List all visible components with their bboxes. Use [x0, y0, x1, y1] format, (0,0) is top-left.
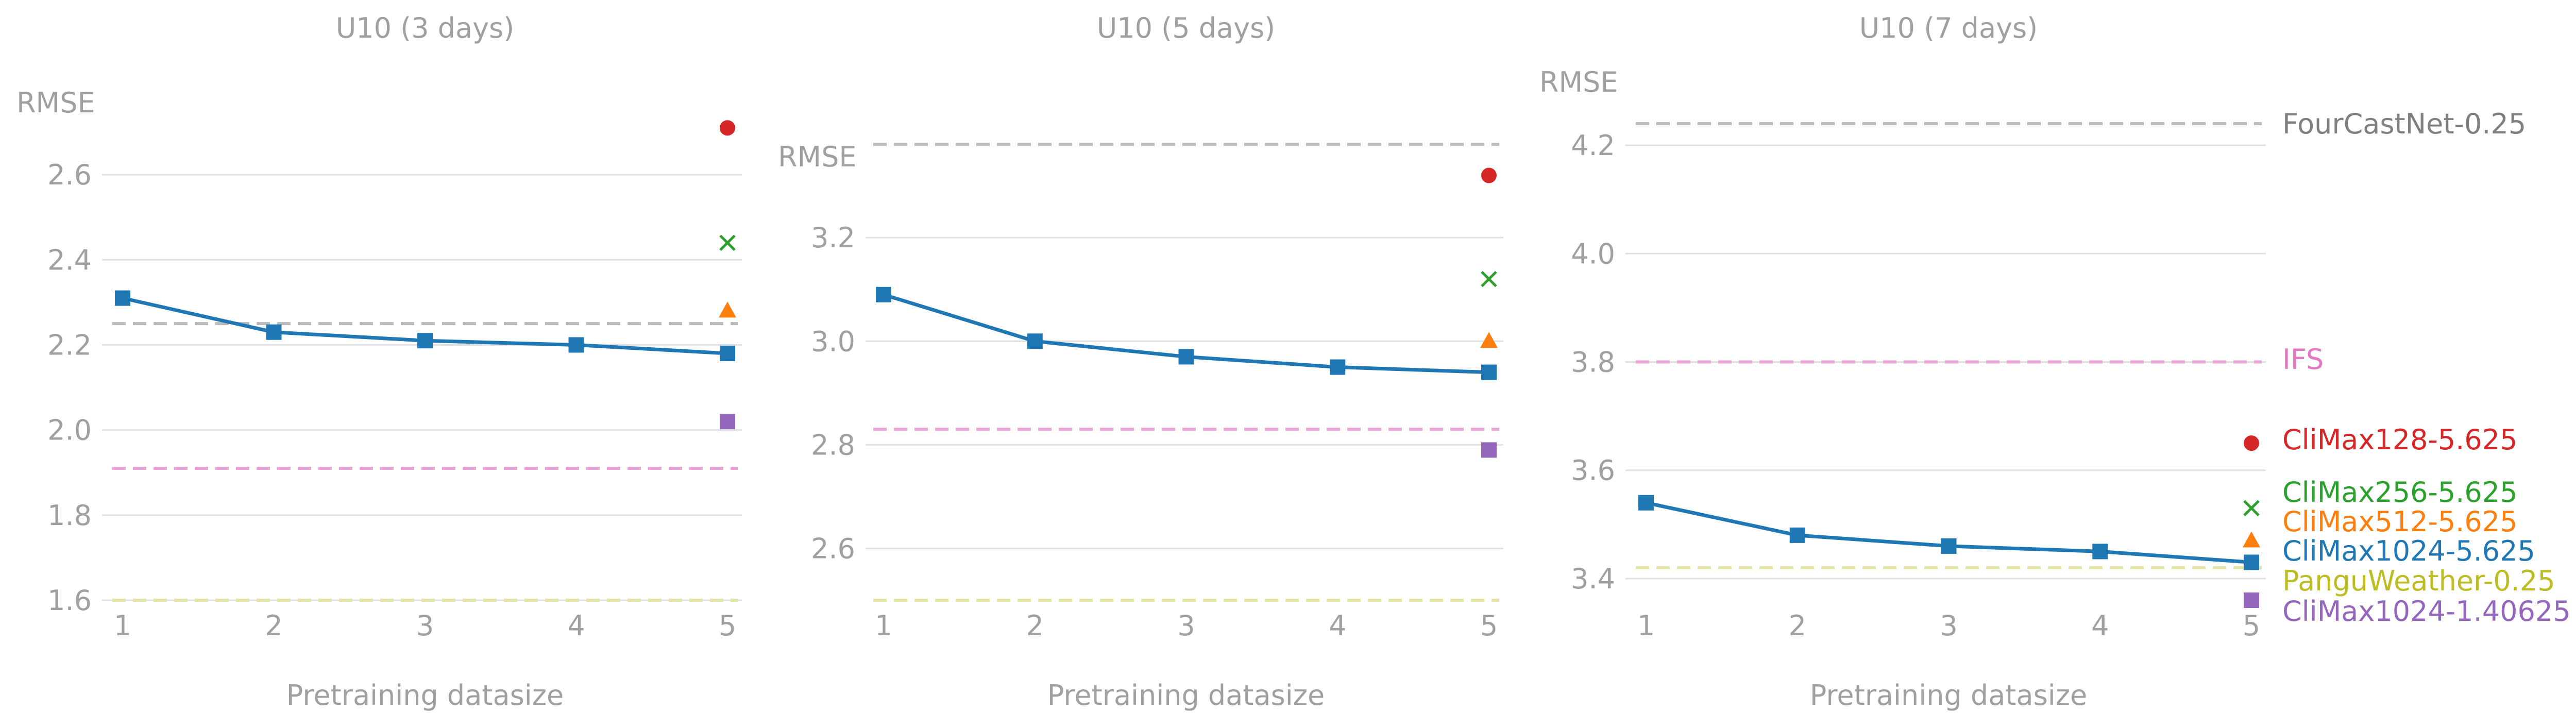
- point-marker: [719, 301, 736, 318]
- series-point: [1638, 495, 1654, 511]
- x-tick-label: 5: [2243, 610, 2260, 642]
- y-tick-label: 2.8: [811, 429, 855, 461]
- series-point: [1941, 538, 1957, 554]
- x-tick-label: 3: [416, 610, 434, 642]
- y-tick-label: 2.4: [47, 244, 92, 276]
- series-point: [1330, 359, 1346, 375]
- point-marker: [720, 414, 735, 430]
- x-tick-label: 4: [1329, 610, 1346, 642]
- x-axis-label: Pretraining datasize: [1047, 679, 1325, 712]
- x-tick-label: 4: [2091, 610, 2109, 642]
- x-axis-label: Pretraining datasize: [286, 679, 564, 712]
- series-point: [1178, 349, 1194, 365]
- chart-panel-1: 1.6 1.8 2.0 2.2 2.4 2.6 1 2 3 4 5 U10 (3 days) RMSE P…: [16, 12, 742, 712]
- legend-entry: CliMax1024-5.625: [2282, 535, 2535, 567]
- legend-entry: CliMax128-5.625: [2282, 424, 2518, 456]
- series-point: [720, 345, 735, 361]
- legend-entry: CliMax512-5.625: [2282, 505, 2518, 538]
- point-marker: [2243, 531, 2260, 548]
- y-tick-label: 1.6: [47, 584, 92, 617]
- y-tick-label: 3.8: [1571, 346, 1615, 379]
- series-point: [266, 324, 282, 340]
- y-tick-label: 3.0: [811, 325, 855, 358]
- y-tick-label: 1.8: [47, 499, 92, 532]
- y-tick-label: 4.0: [1571, 238, 1615, 270]
- series-point: [876, 286, 891, 302]
- x-axis-label: Pretraining datasize: [1810, 679, 2088, 712]
- chart-title: U10 (3 days): [336, 12, 515, 44]
- x-tick-label: 3: [1177, 610, 1195, 642]
- legend: FourCastNet-0.25 IFS CliMax128-5.625 CliMax…: [2282, 108, 2571, 628]
- x-tick-label: 4: [567, 610, 585, 642]
- y-tick-label: 2.0: [47, 414, 92, 447]
- series-point: [568, 337, 584, 353]
- point-marker: [2244, 435, 2259, 451]
- series-point: [2244, 554, 2259, 570]
- legend-entry: PanguWeather-0.25: [2282, 565, 2555, 597]
- series-point: [2092, 544, 2108, 560]
- chart-title: U10 (7 days): [1859, 12, 2038, 44]
- x-tick-label: 2: [1789, 610, 1806, 642]
- x-tick-label: 1: [1637, 610, 1655, 642]
- y-tick-label: 2.6: [811, 532, 855, 565]
- x-tick-label: 1: [114, 610, 131, 642]
- x-tick-label: 5: [1480, 610, 1498, 642]
- y-axis-label: RMSE: [778, 141, 857, 173]
- legend-entry: IFS: [2282, 343, 2324, 376]
- point-marker: [2243, 500, 2260, 517]
- chart-panel-3: 3.4 3.6 3.8 4.0 4.2 1 2 3 4 5 U10 (7 days) RMSE Pret…: [1539, 12, 2266, 712]
- chart-title: U10 (5 days): [1097, 12, 1276, 44]
- point-marker: [1480, 332, 1498, 348]
- point-marker: [1481, 442, 1497, 458]
- legend-entry: CliMax256-5.625: [2282, 476, 2518, 509]
- x-tick-label: 2: [1026, 610, 1044, 642]
- y-tick-label: 2.2: [47, 329, 92, 361]
- series-point: [1789, 527, 1805, 543]
- x-tick-label: 1: [875, 610, 892, 642]
- series-point: [417, 333, 433, 349]
- point-marker: [720, 120, 735, 136]
- y-tick-label: 2.6: [47, 159, 92, 191]
- x-tick-label: 2: [265, 610, 282, 642]
- series-point: [1027, 333, 1043, 349]
- legend-entry: FourCastNet-0.25: [2282, 108, 2526, 140]
- y-tick-label: 3.4: [1571, 563, 1615, 595]
- x-tick-label: 5: [719, 610, 736, 642]
- y-tick-label: 4.2: [1571, 129, 1615, 162]
- point-marker: [1481, 167, 1497, 183]
- series-point: [1481, 364, 1497, 380]
- point-marker: [2244, 592, 2259, 608]
- y-axis-label: RMSE: [16, 87, 95, 119]
- y-axis-label: RMSE: [1539, 66, 1618, 98]
- point-marker: [1481, 270, 1497, 287]
- y-tick-label: 3.2: [811, 222, 855, 254]
- point-marker: [719, 234, 736, 251]
- y-tick-label: 3.6: [1571, 454, 1615, 487]
- x-tick-label: 3: [1940, 610, 1957, 642]
- series-point: [115, 290, 130, 306]
- chart-panel-2: 2.6 2.8 3.0 3.2 1 2 3 4 5 U10 (5 days) RMSE Pretrai…: [778, 12, 1503, 712]
- legend-entry: CliMax1024-1.40625: [2282, 595, 2571, 628]
